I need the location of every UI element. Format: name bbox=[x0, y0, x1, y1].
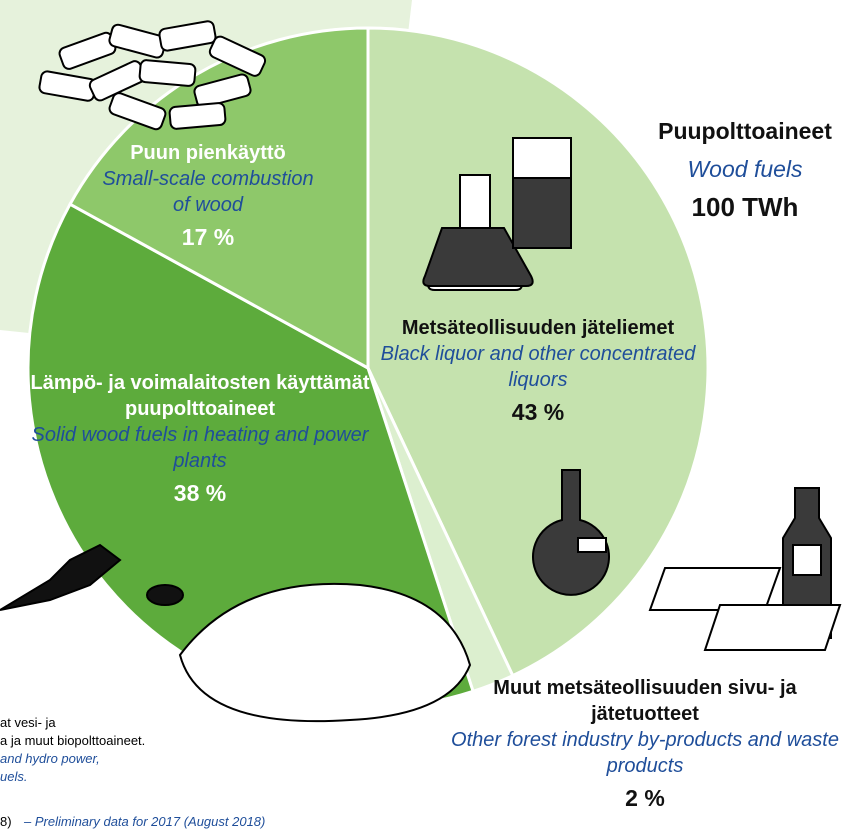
note: uels. bbox=[0, 769, 27, 784]
slice-label: Muut metsäteollisuuden sivu- ja jätetuot… bbox=[445, 675, 845, 811]
label-fi: Puun pienkäyttö bbox=[130, 142, 286, 164]
icons bbox=[0, 20, 842, 723]
value-label: 2 % bbox=[625, 785, 665, 811]
total-title: Puupolttoaineet bbox=[658, 118, 832, 144]
label-en: Black liquor and other concentrated liqu… bbox=[380, 343, 696, 391]
label-fi: Metsäteollisuuden jäteliemet bbox=[401, 317, 675, 339]
total-subtitle: Wood fuels bbox=[687, 156, 803, 182]
value-label: 17 % bbox=[181, 224, 235, 250]
chips bbox=[178, 582, 472, 723]
papers bbox=[648, 567, 842, 651]
pie-slice bbox=[366, 26, 710, 678]
note: a ja muut biopolttoaineet. bbox=[0, 733, 145, 748]
note: – Preliminary data for 2017 (August 2018… bbox=[23, 814, 265, 829]
slice-label: Lämpö- ja voimalaitosten käyttämät puupo… bbox=[30, 370, 370, 506]
slice-label: Puun pienkäyttö Small-scale combustion of… bbox=[98, 140, 318, 250]
pellets bbox=[38, 20, 267, 131]
note: and hydro power, bbox=[0, 751, 100, 766]
label-en: Solid wood fuels in heating and power pl… bbox=[31, 424, 369, 472]
label-fi: Muut metsäteollisuuden sivu- ja jätetuot… bbox=[493, 677, 797, 725]
label-en: Other forest industry by-products and wa… bbox=[451, 729, 839, 777]
value-label: 38 % bbox=[173, 480, 227, 506]
label-fi: Lämpö- ja voimalaitosten käyttämät puupo… bbox=[30, 372, 370, 420]
label-en: Small-scale combustion of wood bbox=[102, 168, 314, 216]
slice-label: Metsäteollisuuden jäteliemet Black liquor… bbox=[368, 315, 708, 425]
total-label: Puupolttoaineet Wood fuels 100 TWh bbox=[620, 112, 859, 226]
value-label: 43 % bbox=[511, 399, 565, 425]
total-value: 100 TWh bbox=[691, 192, 799, 222]
note: 8) bbox=[0, 814, 12, 829]
note: at vesi- ja bbox=[0, 715, 56, 730]
